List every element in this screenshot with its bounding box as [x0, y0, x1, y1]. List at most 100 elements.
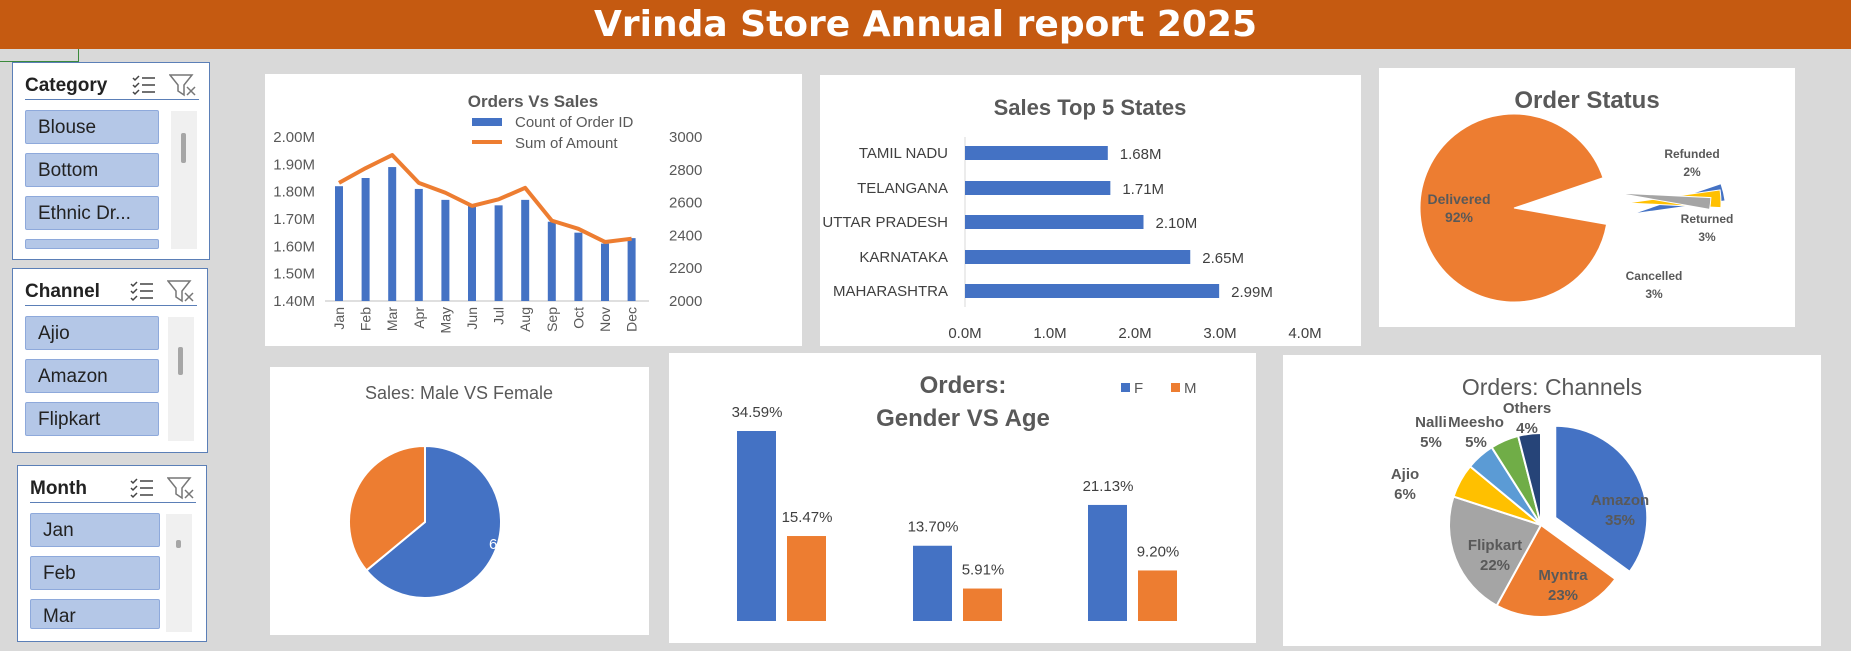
y-right-tick: 2200	[669, 260, 702, 277]
x-tick: 1.0M	[1033, 325, 1066, 342]
sales-gender-chart: Sales: Male VS Female F 64% M 36%	[305, 383, 553, 599]
slice-value-ajio: 6%	[1394, 486, 1416, 503]
data-label-f-group3: 21.13%	[1083, 478, 1134, 495]
x-tick-nov: Nov	[597, 307, 613, 332]
scrollbar-thumb[interactable]	[178, 347, 183, 375]
slicer-item-blouse[interactable]: Blouse	[25, 110, 159, 144]
slicer-item-amazon[interactable]: Amazon	[25, 359, 159, 393]
slicer-item-jan[interactable]: Jan	[30, 513, 160, 547]
bar-m-group3	[1138, 570, 1177, 621]
data-label-telangana: 1.71M	[1122, 181, 1164, 198]
slicer-item-mar[interactable]: Mar	[30, 599, 160, 629]
slice-refunded	[1616, 192, 1712, 210]
category-label-uttar-pradesh: UTTAR PRADESH	[822, 214, 948, 231]
sales-line	[338, 153, 632, 244]
bar-aug	[521, 199, 530, 301]
slice-name-refunded: Refunded	[1664, 147, 1719, 161]
slice-value-myntra: 23%	[1548, 587, 1578, 604]
bar-mar	[388, 167, 397, 301]
bar-f-group3	[1088, 504, 1127, 621]
slicer-item-flipkart[interactable]: Flipkart	[25, 402, 159, 436]
slice-flipkart	[1448, 495, 1543, 607]
slicer-item-bottom[interactable]: Bottom	[25, 153, 159, 187]
slice-myntra	[1495, 523, 1617, 618]
clear-filter-icon[interactable]	[169, 73, 197, 99]
y-right-tick: 3000	[669, 129, 702, 146]
x-tick-oct: Oct	[570, 307, 586, 329]
data-label-f-group1: 34.59%	[732, 404, 783, 421]
slice-name-flipkart: Flipkart	[1468, 537, 1522, 554]
slice-name-returned: Returned	[1681, 212, 1734, 226]
bar-uttar-pradesh	[965, 215, 1144, 229]
bar-apr	[414, 188, 423, 301]
data-label-maharashtra: 2.99M	[1231, 284, 1273, 301]
slice-value-m: 36%	[305, 502, 335, 519]
bar-maharashtra	[965, 284, 1220, 298]
x-tick-jul: Jul	[491, 307, 507, 325]
slicer-scrollbar[interactable]	[166, 514, 192, 632]
category-label-telangana: TELANGANA	[857, 180, 948, 197]
month-slicer: Month Jan Feb Mar	[17, 465, 207, 642]
slice-name-f: F	[499, 516, 508, 533]
slice-name-delivered: Delivered	[1427, 191, 1490, 207]
x-tick: 2.0M	[1118, 325, 1151, 342]
bar-dec	[627, 238, 636, 301]
y-left-tick: 1.80M	[273, 184, 315, 201]
data-label-f-group2: 13.70%	[908, 519, 959, 536]
legend-label-bar: Count of Order ID	[515, 114, 634, 131]
slicer-item-ajio[interactable]: Ajio	[25, 316, 159, 350]
slice-name-m: M	[314, 482, 327, 499]
y-left-tick: 1.60M	[273, 238, 315, 255]
slicer-title: Category	[25, 75, 108, 96]
channels-chart: Orders: Channels Amazon 35% Myntra 23% Flipka…	[1391, 374, 1649, 618]
bar-jul	[494, 205, 503, 301]
slicer-item-ethnic-dress[interactable]: Ethnic Dr...	[25, 196, 159, 230]
chart-title-line1: Orders:	[920, 372, 1007, 399]
y-left-tick: 1.40M	[273, 293, 315, 310]
orders-vs-sales-chart: Orders Vs Sales Count of Order ID Sum of A…	[273, 92, 702, 333]
y-left-tick: 1.90M	[273, 156, 315, 173]
bar-telangana	[965, 181, 1111, 195]
bar-m-group2	[963, 588, 1002, 621]
bar-tamil-nadu	[965, 146, 1108, 160]
x-tick: 4.0M	[1288, 325, 1321, 342]
y-left-tick: 1.50M	[273, 266, 315, 283]
scrollbar-thumb[interactable]	[176, 540, 181, 548]
x-tick-may: May	[437, 307, 453, 333]
bar-may	[441, 199, 450, 301]
slice-name-others: Others	[1503, 400, 1551, 417]
legend-label-f: F	[1134, 380, 1143, 397]
bar-karnataka	[965, 250, 1191, 264]
chart-title: Sales: Male VS Female	[365, 383, 553, 403]
bar-f-group2	[913, 545, 952, 621]
data-label-uttar-pradesh: 2.10M	[1156, 215, 1198, 232]
slicer-scrollbar[interactable]	[168, 317, 194, 441]
x-tick-aug: Aug	[517, 307, 533, 332]
chart-title: Order Status	[1514, 87, 1659, 114]
slice-delivered	[1419, 113, 1608, 303]
bar-jun	[468, 205, 476, 301]
clear-filter-icon[interactable]	[167, 476, 195, 502]
bar-f-group1	[737, 431, 776, 621]
slice-value-cancelled: 3%	[1645, 287, 1663, 301]
slice-value-f: 64%	[489, 536, 519, 553]
top-states-card: Sales Top 5 States MAHARASHTRA 2.99M KARNAT…	[820, 75, 1361, 346]
top-states-chart: Sales Top 5 States MAHARASHTRA 2.99M KARNAT…	[822, 95, 1321, 342]
bar-sep	[547, 221, 556, 301]
slice-name-meesho: Meesho	[1448, 414, 1504, 431]
multi-select-icon[interactable]	[129, 279, 155, 303]
multi-select-icon[interactable]	[129, 476, 155, 500]
slice-name-nalli: Nalli	[1415, 414, 1447, 431]
slicer-scrollbar[interactable]	[171, 111, 197, 249]
slicer-item-feb[interactable]: Feb	[30, 556, 160, 590]
category-slicer: Category Blouse Bottom Ethnic Dr...	[12, 62, 210, 260]
sales-gender-card: Sales: Male VS Female F 64% M 36%	[270, 367, 649, 635]
slice-others	[1516, 431, 1542, 526]
channels-card: Orders: Channels Amazon 35% Myntra 23% Flipka…	[1283, 355, 1821, 646]
data-label-m-group1: 15.47%	[782, 509, 833, 526]
multi-select-icon[interactable]	[131, 73, 157, 97]
slicer-item-partial[interactable]	[25, 239, 159, 249]
slice-value-others: 4%	[1516, 420, 1538, 437]
scrollbar-thumb[interactable]	[181, 133, 186, 163]
clear-filter-icon[interactable]	[167, 279, 195, 305]
